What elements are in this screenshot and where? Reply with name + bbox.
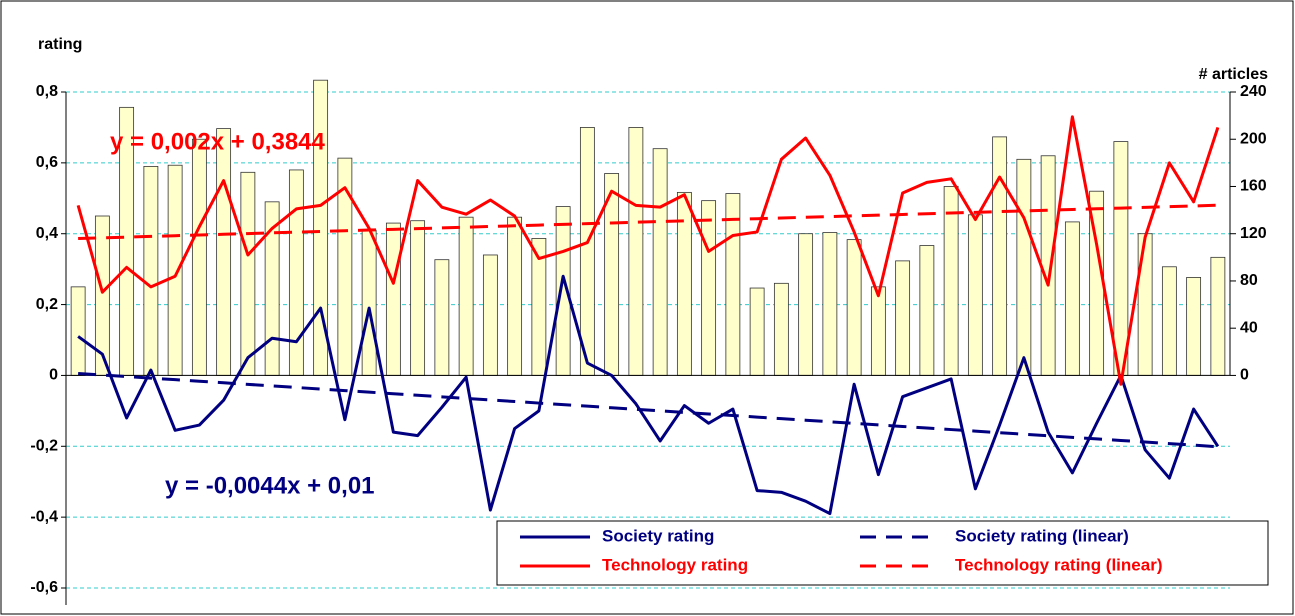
bar — [1040, 155, 1056, 376]
bar — [1137, 233, 1153, 376]
y-tick-label: 0,8 — [36, 83, 58, 100]
bar — [1161, 266, 1177, 376]
bar — [870, 286, 886, 376]
bar — [822, 232, 838, 376]
y-tick-label: -0,2 — [30, 438, 58, 455]
trend-line — [78, 203, 1218, 241]
y2-tick-label: 40 — [1240, 319, 1258, 336]
bar — [967, 214, 983, 376]
bar — [579, 127, 595, 376]
bar — [507, 216, 523, 376]
legend-label: Society rating — [602, 526, 714, 545]
bar — [943, 186, 959, 376]
y2-tick-label: 0 — [1240, 367, 1249, 384]
bar — [895, 260, 911, 376]
y2-tick-label: 160 — [1240, 178, 1267, 195]
bar — [1016, 158, 1032, 376]
y2-tick-label: 120 — [1240, 225, 1267, 242]
bar — [240, 171, 256, 376]
bar — [798, 233, 814, 376]
y-tick-label: -0,4 — [30, 508, 58, 525]
legend-label: Technology rating — [602, 555, 748, 574]
bar — [434, 259, 450, 376]
bar — [628, 127, 644, 376]
y-axis-label: rating — [38, 36, 82, 53]
legend: Society rating Society rating (linear) Tec… — [496, 520, 1269, 586]
y-tick-label: 0,4 — [36, 225, 58, 242]
bar — [361, 229, 377, 376]
trend-equation: y = -0,0044x + 0,01 — [165, 472, 375, 499]
series-line — [76, 115, 1220, 386]
bar — [1064, 221, 1080, 376]
y2-tick-label: 200 — [1240, 130, 1267, 147]
bar — [919, 245, 935, 376]
bar — [385, 222, 401, 376]
bar — [701, 200, 717, 376]
bar — [846, 239, 862, 376]
bar — [1210, 256, 1226, 376]
y-tick-label: -0,6 — [30, 579, 58, 596]
bar — [143, 165, 159, 376]
y2-axis-label: # articles — [1199, 66, 1268, 83]
bar — [167, 164, 183, 376]
y-tick-label: 0,2 — [36, 296, 58, 313]
trend-line — [78, 371, 1218, 449]
bar — [216, 128, 232, 376]
bar — [773, 282, 789, 376]
trend-equation: y = 0,002x + 0,3844 — [110, 128, 326, 155]
bar — [288, 169, 304, 376]
legend-label: Technology rating (linear) — [955, 555, 1162, 574]
y2-tick-label: 80 — [1240, 272, 1258, 289]
y-tick-label: 0 — [49, 367, 58, 384]
bar — [749, 287, 765, 376]
legend-box — [496, 520, 1269, 586]
y2-tick-label: 240 — [1240, 83, 1267, 100]
bar — [1113, 141, 1129, 376]
bar — [191, 138, 207, 376]
bar — [70, 286, 86, 376]
bar — [992, 136, 1008, 376]
bar — [482, 254, 498, 376]
legend-label: Society rating (linear) — [955, 526, 1129, 545]
y-tick-label: 0,6 — [36, 154, 58, 171]
bar — [1186, 277, 1202, 376]
bar — [652, 148, 668, 376]
bar — [410, 220, 426, 376]
bar — [458, 216, 474, 376]
series-line — [77, 274, 1220, 516]
